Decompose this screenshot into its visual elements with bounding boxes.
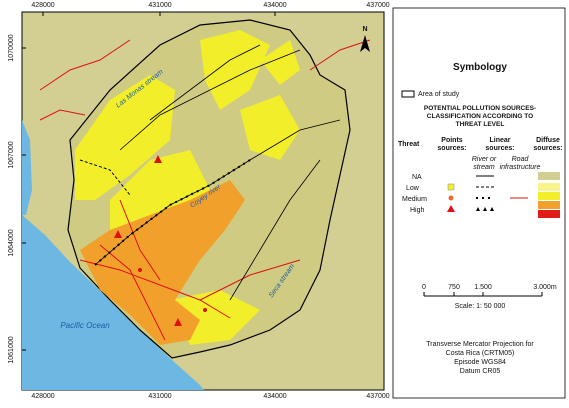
- level-label: Medium: [402, 196, 427, 203]
- line-symbol: [476, 207, 494, 211]
- roads: [39, 39, 371, 341]
- diffuse-swatch: [538, 192, 560, 200]
- x-coord: 431000: [148, 393, 171, 400]
- level-label: Low: [406, 185, 420, 192]
- lagoon: [22, 120, 32, 215]
- coordinates: 428000 431000 434000 437000 428000 43100…: [8, 2, 390, 400]
- col-head: Linear: [489, 137, 510, 144]
- sub-head: Road: [512, 156, 530, 163]
- x-coord: 434000: [263, 2, 286, 9]
- legend-frame: [392, 7, 566, 399]
- map: N Las Monas stream Coyey river Seca stre…: [8, 2, 390, 400]
- area-swatch: [401, 90, 415, 98]
- sub-head: infrastructure: [500, 164, 541, 171]
- y-coord: 1067000: [8, 141, 15, 168]
- legend-heading: POTENTIAL POLLUTION SOURCES-: [424, 105, 536, 112]
- legend-panel: Symbology Area of study POTENTIAL POLLUT…: [392, 7, 566, 399]
- projection: Costa Rica (CRTM05): [446, 350, 515, 357]
- col-head: Points: [441, 137, 462, 144]
- coord-ticks: [22, 12, 276, 351]
- x-coord: 428000: [31, 2, 54, 9]
- level-label: High: [410, 207, 425, 214]
- sub-head: River or: [472, 156, 497, 163]
- low-river: [79, 159, 131, 196]
- level-label: NA: [412, 174, 422, 181]
- point-symbol: [447, 205, 455, 212]
- col-head: Diffuse: [536, 137, 560, 144]
- x-coord: 437000: [366, 2, 389, 9]
- place-label: Pacific Ocean: [60, 321, 110, 330]
- x-coord: 428000: [31, 393, 54, 400]
- point-symbol: [447, 183, 455, 191]
- scale-text: Scale: 1: 50 000: [455, 303, 506, 310]
- x-coord: 434000: [263, 393, 286, 400]
- low-threat-zones: [75, 30, 300, 345]
- threat-label: Threat: [398, 141, 420, 148]
- scale-tick: 750: [448, 284, 460, 291]
- legend-heading: CLASSIFICATION ACCORDING TO: [427, 113, 533, 120]
- rivers: [94, 44, 341, 301]
- y-coord: 1064000: [8, 229, 15, 256]
- north-arrow: N: [360, 26, 370, 52]
- x-coord: 431000: [148, 2, 171, 9]
- diffuse-swatch: [538, 210, 560, 218]
- legend-title: Symbology: [453, 62, 507, 73]
- projection: Datum CR05: [460, 368, 501, 375]
- diffuse-swatch: [538, 201, 560, 209]
- diffuse-swatch: [538, 172, 560, 180]
- ocean: [22, 215, 204, 390]
- col-head: sources:: [533, 145, 562, 152]
- sub-head: stream: [473, 164, 495, 171]
- projection: Episode WGS84: [454, 359, 506, 366]
- scale-tick: 0: [422, 284, 426, 291]
- medium-river: [94, 159, 251, 266]
- scale-bar: 0 750 1.500 3.000m Scale: 1: 50 000: [422, 284, 557, 310]
- diffuse-swatch: [538, 183, 560, 191]
- high-threat-points: [114, 155, 207, 326]
- y-coord: 1061000: [8, 336, 15, 363]
- point-symbol: [448, 195, 454, 201]
- y-coord: 1070000: [8, 34, 15, 61]
- scale-tick: 1.500: [474, 284, 492, 291]
- scale-tick: 3.000m: [533, 284, 557, 291]
- north-label: N: [362, 26, 367, 33]
- projection: Transverse Mercator Projection for: [426, 341, 534, 348]
- legend-heading: THREAT LEVEL: [456, 121, 505, 128]
- x-coord: 437000: [366, 393, 389, 400]
- col-head: sources:: [485, 145, 514, 152]
- col-head: sources:: [437, 145, 466, 152]
- area-label: Area of study: [418, 91, 460, 98]
